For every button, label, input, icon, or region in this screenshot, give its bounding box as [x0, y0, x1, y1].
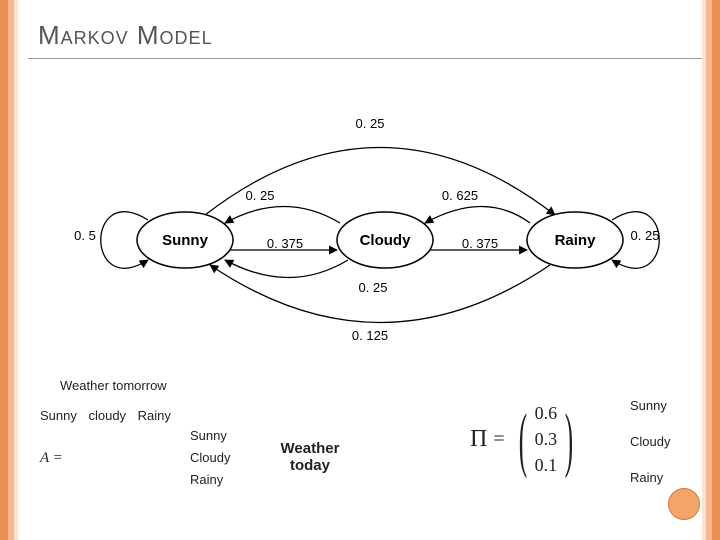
weather-tomorrow-label: Weather tomorrow: [60, 378, 167, 393]
edge-label: 0. 125: [352, 328, 388, 343]
edge-label: 0. 5: [74, 228, 96, 243]
accent-left: [0, 0, 18, 540]
matrix-A-label: A =: [40, 450, 63, 467]
pi-symbol: Π: [470, 426, 487, 453]
edge-label: 0. 25: [359, 280, 388, 295]
state-label-sunny: Sunny: [162, 232, 208, 249]
row-label-rainy: Rainy: [190, 469, 230, 491]
bottom-panel: Weather tomorrow Sunny cloudy Rainy A = …: [30, 360, 690, 530]
row-label-cloudy: Cloudy: [190, 447, 230, 469]
edge-label: 0. 25: [356, 116, 385, 131]
edge-label: 0. 625: [442, 188, 478, 203]
title-underline: [28, 58, 702, 59]
edge-label: 0. 375: [462, 236, 498, 251]
edge-label: 0. 25: [246, 188, 275, 203]
row-label-sunny: Sunny: [190, 425, 230, 447]
edge: [425, 207, 530, 224]
equals-sign: =: [493, 428, 504, 451]
edge-label: 0. 25: [631, 228, 660, 243]
state-label-cloudy: Cloudy: [360, 232, 411, 249]
accent-right: [702, 0, 720, 540]
edge-label: 0. 375: [267, 236, 303, 251]
page-marker-icon: [668, 488, 700, 520]
weather-today-label: Weather today: [270, 440, 350, 474]
edge: [205, 148, 555, 216]
pi-values: 0.6 0.3 0.1: [535, 400, 558, 478]
matrix-row-labels: Sunny Cloudy Rainy: [190, 425, 230, 491]
edge: [225, 207, 340, 224]
page-title: Markov Model: [38, 20, 213, 51]
diagram-svg: Sunny Cloudy Rainy 0. 25 0. 25 0. 625 0. 375 0.…: [30, 100, 690, 350]
markov-diagram: Sunny Cloudy Rainy 0. 25 0. 25 0. 625 0. 375 0.…: [30, 100, 690, 330]
state-label-rainy: Rainy: [555, 232, 597, 249]
column-headers: Sunny cloudy Rainy: [40, 408, 171, 423]
bracket-right: ): [565, 409, 573, 469]
pi-vector: Π = ( 0.6 0.3 0.1 ): [470, 400, 581, 478]
pi-row-labels: Sunny Cloudy Rainy: [630, 388, 670, 496]
bracket-left: (: [518, 409, 526, 469]
edge: [225, 260, 348, 278]
